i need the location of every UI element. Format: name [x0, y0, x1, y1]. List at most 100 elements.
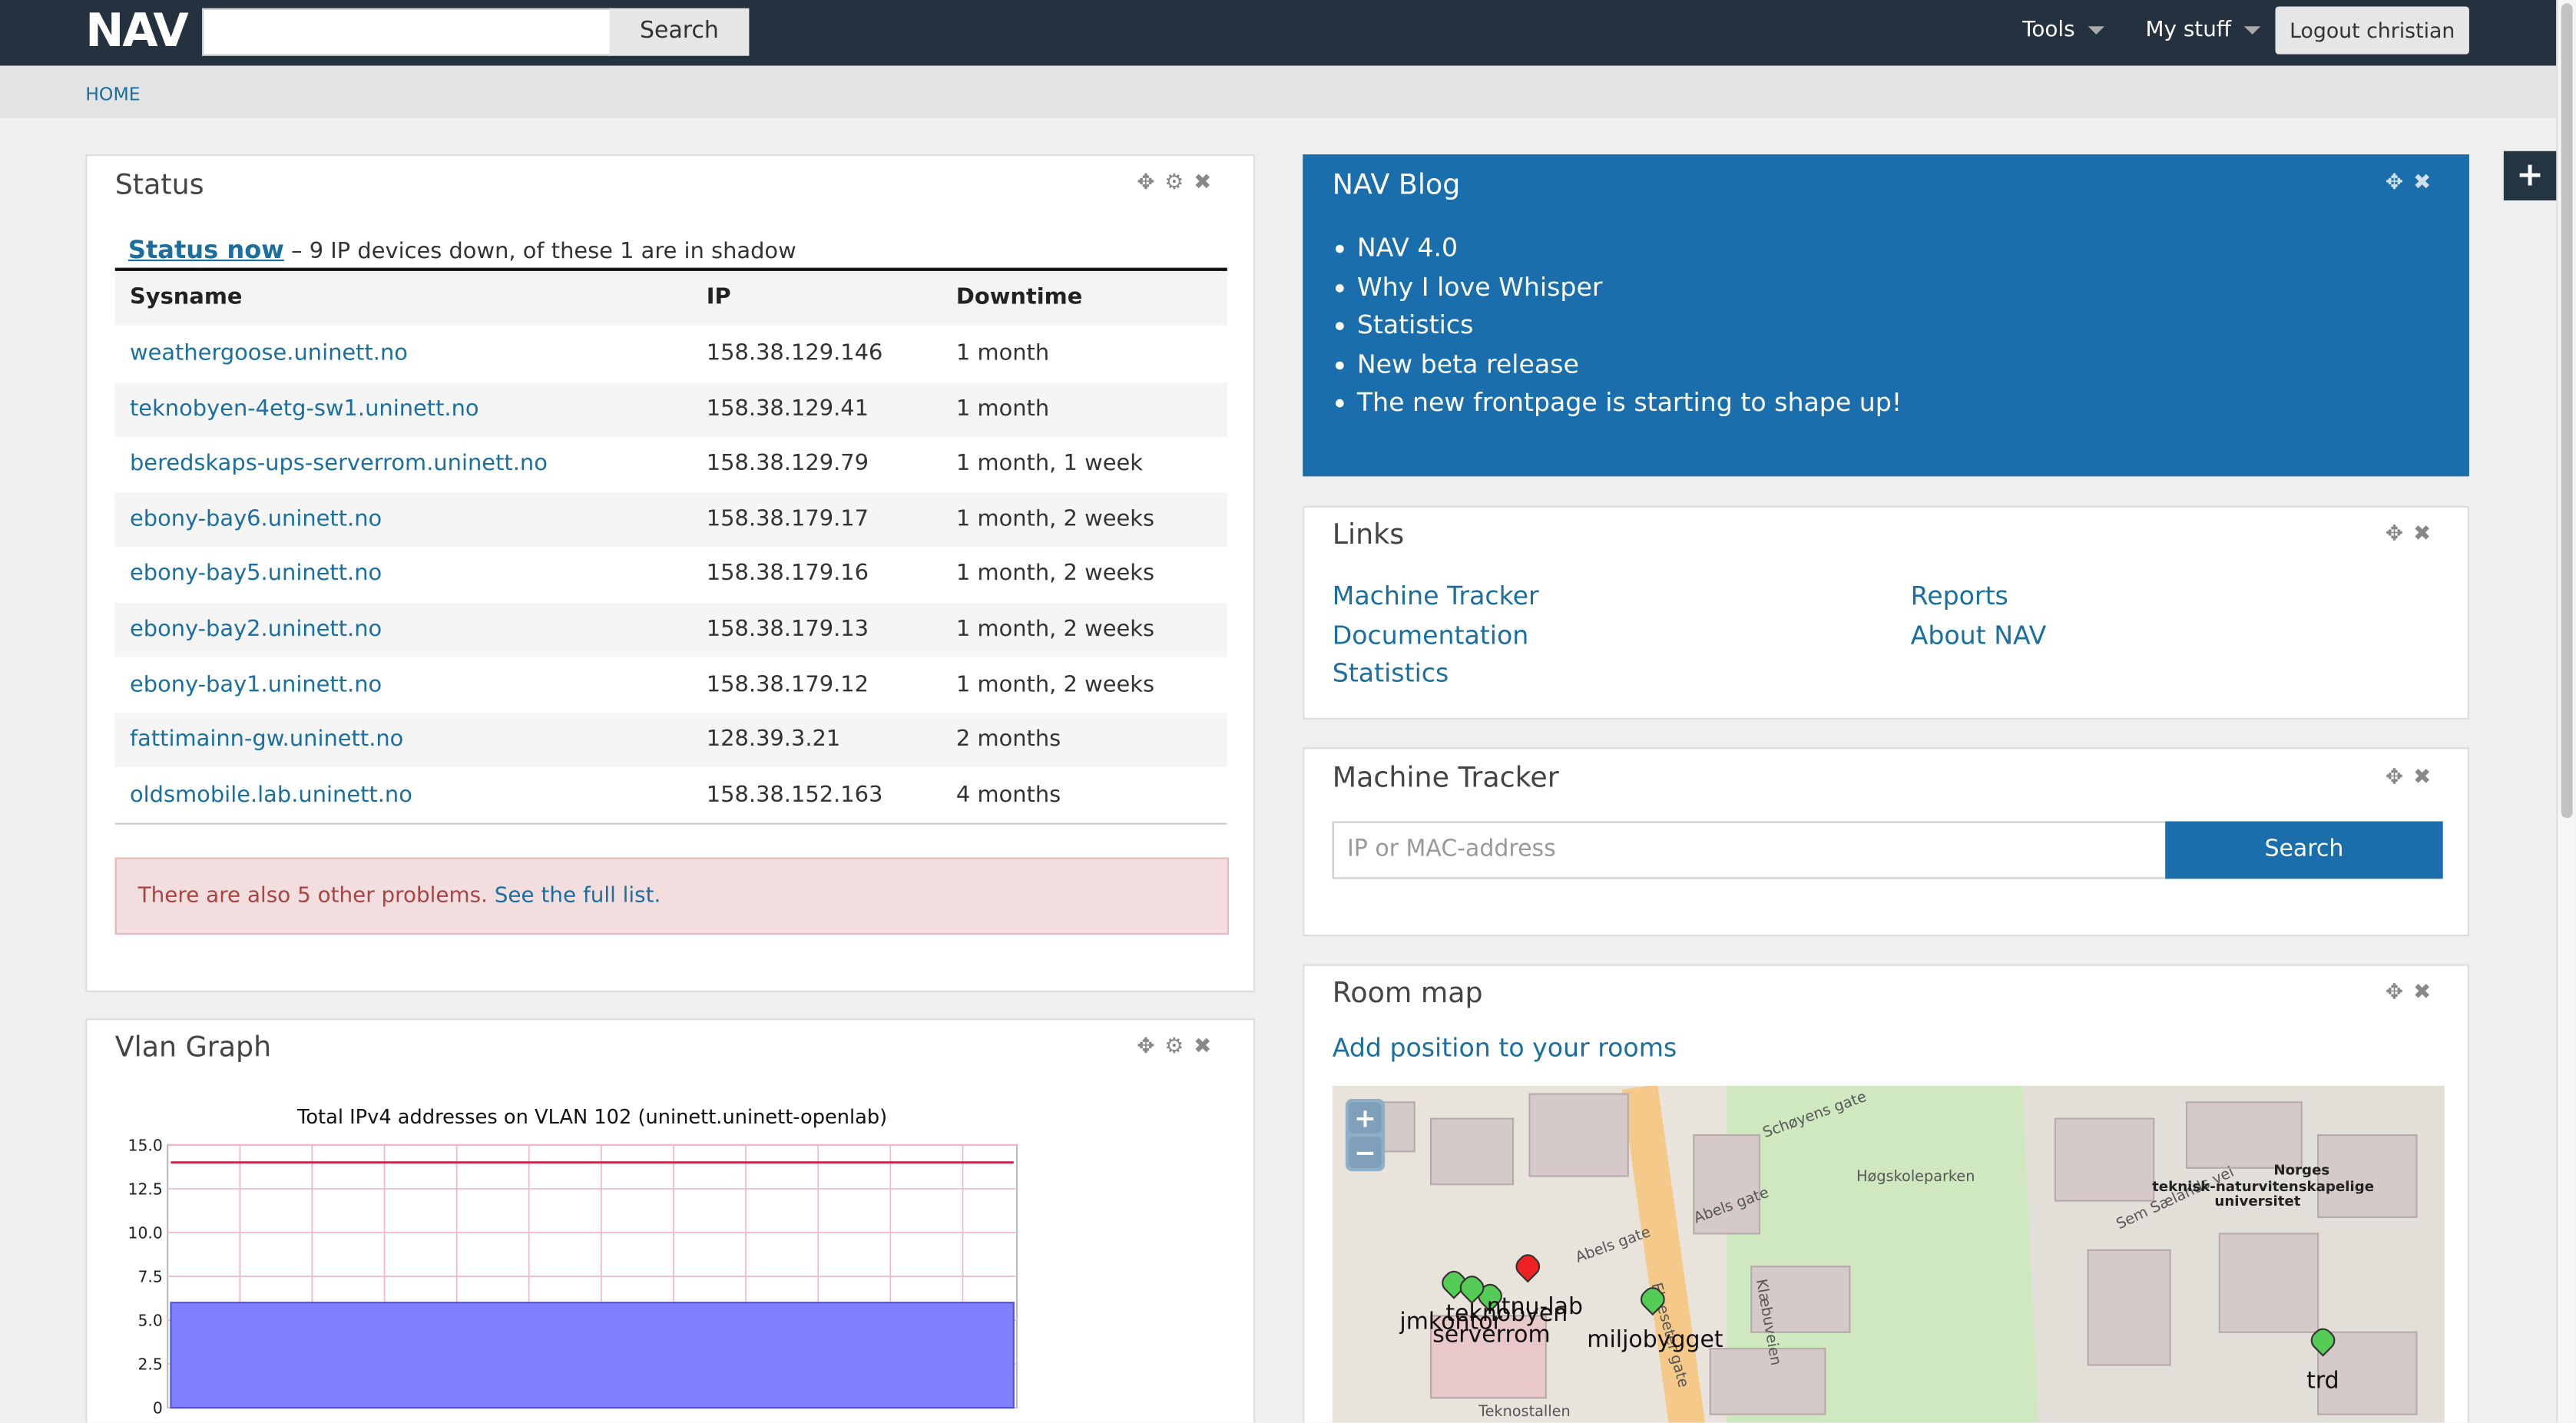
link[interactable]: Documentation — [1332, 620, 1529, 650]
y-tick-label: 15.0 — [128, 1136, 163, 1154]
map[interactable] — [1332, 1085, 2445, 1423]
column-header: Sysname — [129, 284, 243, 311]
alert-link[interactable]: See the full list. — [494, 883, 661, 908]
cell: 4 months — [955, 781, 1061, 808]
blog-item[interactable]: New beta release — [1356, 349, 1579, 379]
sysname-link[interactable]: ebony-bay1.uninett.no — [129, 670, 382, 698]
map-link[interactable]: Add position to your rooms — [1332, 1033, 1677, 1063]
widget-icons[interactable]: ✥✖ — [2385, 980, 2442, 1006]
cell: 158.38.179.16 — [706, 561, 869, 587]
widget-title: Status — [114, 169, 204, 203]
status-link[interactable]: Status now — [127, 234, 284, 265]
marker-label: trd — [2306, 1368, 2339, 1395]
blog-item[interactable]: The new frontpage is starting to shape u… — [1356, 387, 1902, 418]
logo[interactable]: NAV — [85, 3, 188, 58]
tools-menu[interactable]: Tools — [2022, 18, 2105, 43]
logout-button[interactable]: Logout christian — [2275, 6, 2469, 55]
blog-widget — [1303, 154, 2469, 477]
widget-icons[interactable]: ✥✖ — [2385, 765, 2442, 790]
street-label: Teknostallen — [1478, 1404, 1571, 1421]
summary: – 9 IP devices down, of these 1 are in s… — [291, 238, 796, 265]
cell: 1 month, 2 weeks — [955, 670, 1155, 698]
mt-button[interactable]: Search — [2165, 821, 2443, 879]
sysname-link[interactable]: beredskaps-ups-serverrom.uninett.no — [129, 450, 548, 477]
zoom-button[interactable]: − — [1349, 1137, 1382, 1168]
alert-message: There are also 5 other problems. — [137, 883, 488, 908]
cell: 1 month, 2 weeks — [955, 561, 1155, 587]
widget-icons[interactable]: ✥✖ — [2385, 170, 2442, 196]
search-button[interactable]: Search — [609, 8, 750, 56]
street-label: Høgskoleparken — [1856, 1169, 1975, 1186]
blog-item[interactable]: NAV 4.0 — [1356, 233, 1459, 263]
mt-input[interactable]: IP or MAC-address — [1332, 821, 2167, 879]
breadcrumb[interactable]: HOME — [85, 84, 141, 105]
alert-text: There are also 5 other problems. See the… — [138, 884, 661, 908]
alert — [114, 857, 1229, 935]
widget-icons[interactable]: ✥⚙✖ — [1137, 170, 1222, 196]
marker-label: miljobygget — [1587, 1327, 1723, 1354]
bullet — [1336, 360, 1344, 369]
cell: 158.38.152.163 — [706, 781, 883, 808]
sysname-link[interactable]: teknobyen-4etg-sw1.uninett.no — [129, 395, 479, 422]
sysname-link[interactable]: ebony-bay5.uninett.no — [129, 561, 382, 587]
sysname-link[interactable]: weathergoose.uninett.no — [129, 339, 408, 366]
mystuff-menu[interactable]: My stuff — [2146, 18, 2261, 43]
y-tick-label: 5.0 — [137, 1312, 162, 1330]
area — [170, 1302, 1015, 1409]
menu-label: Tools — [2022, 18, 2075, 43]
cell: 2 months — [955, 726, 1061, 753]
bullet — [1336, 322, 1344, 330]
search-input[interactable] — [202, 8, 611, 56]
blog-item[interactable]: Why I love Whisper — [1356, 272, 1603, 302]
cell: 158.38.179.12 — [706, 670, 869, 698]
cell: 1 month, 2 weeks — [955, 505, 1155, 532]
widget-title: Vlan Graph — [114, 1031, 272, 1065]
cell: 158.38.129.41 — [706, 395, 869, 422]
column-header: Downtime — [955, 284, 1083, 311]
add-widget[interactable]: + — [2503, 151, 2557, 200]
y-tick-label: 10.0 — [128, 1223, 163, 1242]
cell: 1 month — [955, 339, 1050, 366]
y-tick-label: 2.5 — [137, 1355, 162, 1374]
cell: 158.38.129.79 — [706, 450, 869, 477]
bullet — [1336, 283, 1344, 292]
zoom-button[interactable]: + — [1349, 1102, 1382, 1133]
sysname-link[interactable]: oldsmobile.lab.uninett.no — [129, 781, 412, 808]
chart-title: Total IPv4 addresses on VLAN 102 (uninet… — [296, 1106, 887, 1129]
breadcrumb-bar — [0, 65, 2557, 119]
row-stripe — [114, 603, 1227, 657]
widget-icons[interactable]: ✥✖ — [2385, 522, 2442, 548]
sysname-link[interactable]: fattimainn-gw.uninett.no — [129, 726, 404, 753]
widget-icons[interactable]: ✥⚙✖ — [1137, 1034, 1222, 1060]
bullet — [1336, 399, 1344, 408]
bullet — [1336, 244, 1344, 253]
cell: 1 month, 1 week — [955, 450, 1143, 477]
widget-title: Machine Tracker — [1332, 762, 1559, 796]
cell: 128.39.3.21 — [706, 726, 841, 753]
marker-label: jmkontor — [1399, 1309, 1502, 1336]
link[interactable]: Machine Tracker — [1332, 581, 1539, 611]
table-head — [114, 270, 1227, 326]
y-tick-label: 7.5 — [137, 1267, 162, 1286]
link[interactable]: Statistics — [1332, 658, 1449, 689]
campus-label: Norges — [2273, 1163, 2330, 1180]
blog-item[interactable]: Statistics — [1356, 310, 1474, 340]
status-summary: Status now – 9 IP devices down, of these… — [128, 235, 796, 265]
cell: 158.38.179.17 — [706, 505, 869, 532]
rule — [114, 267, 1227, 271]
sysname-link[interactable]: ebony-bay6.uninett.no — [129, 505, 382, 532]
cell: 1 month — [955, 395, 1050, 422]
link[interactable]: About NAV — [1910, 620, 2047, 650]
scroll-thumb[interactable] — [2561, 3, 2573, 819]
marker-label: teknobyen — [1445, 1301, 1568, 1328]
rule — [114, 822, 1227, 825]
vlan-chart: Total IPv4 addresses on VLAN 102 (uninet… — [128, 1106, 1018, 1418]
marker-label: serverrom — [1432, 1322, 1551, 1349]
sysname-link[interactable]: ebony-bay2.uninett.no — [129, 616, 382, 643]
widget-title: Room map — [1332, 977, 1483, 1011]
link[interactable]: Reports — [1910, 581, 2008, 611]
cell: 1 month, 2 weeks — [955, 616, 1155, 643]
y-tick-label: 0 — [153, 1399, 163, 1418]
widget-title: NAV Blog — [1332, 169, 1461, 203]
